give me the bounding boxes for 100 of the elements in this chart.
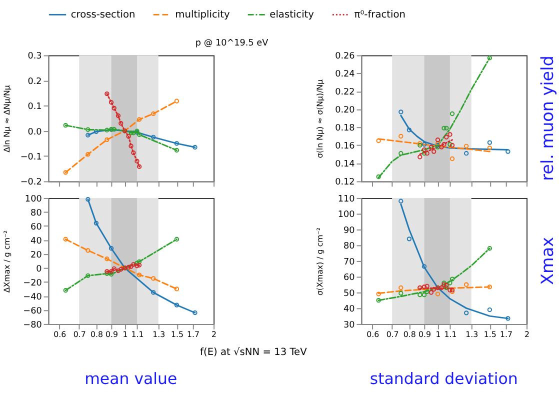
point	[450, 156, 455, 162]
x-tick-label: 1.5	[170, 330, 184, 340]
point	[448, 132, 452, 137]
point	[450, 111, 455, 116]
point	[422, 151, 427, 156]
point	[450, 142, 455, 148]
point	[422, 142, 427, 147]
y-tick-label: 0.1	[28, 102, 42, 112]
y-tick-label: 20	[30, 250, 42, 260]
y-tick-label: 0.3	[28, 52, 42, 62]
y-axis-title: ΔXmax / g cm⁻²	[2, 230, 12, 293]
point	[439, 144, 444, 150]
x-tick-label: 1.1	[131, 330, 144, 340]
point	[126, 134, 131, 139]
x-tick-label: 1.3	[152, 330, 166, 340]
text: mean value	[84, 368, 178, 388]
point	[131, 150, 136, 156]
point	[108, 100, 114, 105]
point	[128, 130, 134, 136]
point	[432, 149, 436, 154]
x-tick-label: 1.1	[444, 330, 457, 340]
point	[444, 134, 449, 140]
y-tick-label: 60	[30, 222, 42, 232]
point	[104, 128, 110, 132]
y-tick-label: 80	[30, 208, 42, 218]
x-tick-label: 1.5	[484, 330, 496, 340]
y-tick-label: 0.22	[335, 88, 355, 98]
point	[112, 127, 116, 132]
x-tick-label: 0.8	[403, 330, 416, 340]
x-tick-label: 1.3	[466, 330, 478, 340]
legend-label: elasticity	[270, 10, 314, 21]
point	[131, 130, 136, 136]
y-tick-label: 90	[344, 226, 356, 236]
point	[104, 91, 110, 96]
y-tick-label: 0.2	[28, 76, 42, 87]
x-tick-label: 1	[436, 330, 441, 340]
point	[116, 113, 121, 118]
y-axis-title: Δln Nμ ≈ ΔNμ/Nμ	[2, 85, 12, 152]
y-tick-label: 40	[30, 236, 42, 246]
y-tick-label: −20	[23, 278, 42, 288]
x-tick-label: 0.9	[106, 330, 118, 340]
y-tick-label: 0.18	[335, 124, 356, 134]
x-tick-label: 2	[212, 330, 217, 340]
point	[422, 147, 427, 152]
point	[418, 154, 422, 160]
y-tick-label: −0.1	[20, 152, 42, 162]
text: rel. muon yield	[537, 56, 558, 181]
chart-title: p @ 10^19.5 eV	[195, 38, 268, 48]
point	[118, 120, 124, 126]
y-tick-label: 0.20	[335, 106, 356, 116]
point	[448, 142, 452, 147]
y-tick-label: 60	[344, 273, 356, 284]
x-axis-title: f(E) at √sNN = 13 TeV	[200, 346, 308, 358]
y-tick-label: 110	[338, 194, 356, 204]
x-tick-label: 0.7	[386, 330, 399, 340]
y-tick-label: 0.24	[335, 70, 356, 80]
x-tick-label: 0.6	[366, 330, 380, 340]
y-tick-label: 0	[36, 264, 42, 274]
y-tick-label: 100	[24, 194, 42, 204]
point	[136, 117, 142, 122]
y-tick-label: −40	[23, 292, 42, 302]
x-tick-label: 1.7	[186, 330, 200, 340]
y-tick-label: 70	[344, 257, 356, 268]
y-tick-label: 0.26	[335, 52, 356, 62]
y-axis-title: σ(Xmax) / g cm⁻²	[315, 227, 324, 296]
y-tick-label: −80	[23, 320, 42, 330]
y-tick-label: 80	[344, 242, 356, 252]
x-tick-label: 0.7	[73, 330, 86, 340]
y-tick-label: 100	[338, 210, 356, 220]
text: standard deviation	[370, 368, 518, 388]
y-tick-label: −0.2	[20, 178, 42, 188]
y-tick-label: 40	[344, 304, 356, 315]
point	[442, 126, 446, 130]
y-tick-label: 0.0	[28, 127, 42, 138]
y-tick-label: 50	[344, 288, 356, 299]
point	[444, 126, 449, 130]
text: Xmax	[537, 236, 558, 285]
x-tick-label: 1.7	[500, 330, 512, 340]
y-tick-label: 30	[344, 320, 356, 330]
point	[128, 144, 134, 148]
point	[134, 158, 140, 164]
point	[442, 142, 446, 147]
point	[435, 138, 440, 142]
x-tick-label: 1	[122, 330, 128, 340]
x-tick-label: 0.9	[418, 330, 431, 340]
legend-label: cross-section	[70, 10, 136, 21]
point	[136, 132, 142, 137]
y-tick-label: 0.14	[335, 160, 356, 170]
legend-label: π⁰-fraction	[354, 10, 406, 21]
y-tick-label: 0.12	[335, 178, 355, 188]
point	[428, 144, 434, 150]
point	[104, 137, 110, 142]
y-tick-label: 0.16	[335, 142, 356, 152]
point	[136, 164, 142, 169]
point	[424, 151, 430, 156]
y-axis-title: σ(ln Nμ) ≈ σ(Nμ)/Nμ	[315, 79, 324, 158]
y-tick-label: −60	[23, 306, 42, 316]
x-tick-label: 0.8	[90, 330, 103, 340]
x-tick-label: 0.6	[54, 330, 66, 340]
legend-label: multiplicity	[175, 10, 230, 21]
